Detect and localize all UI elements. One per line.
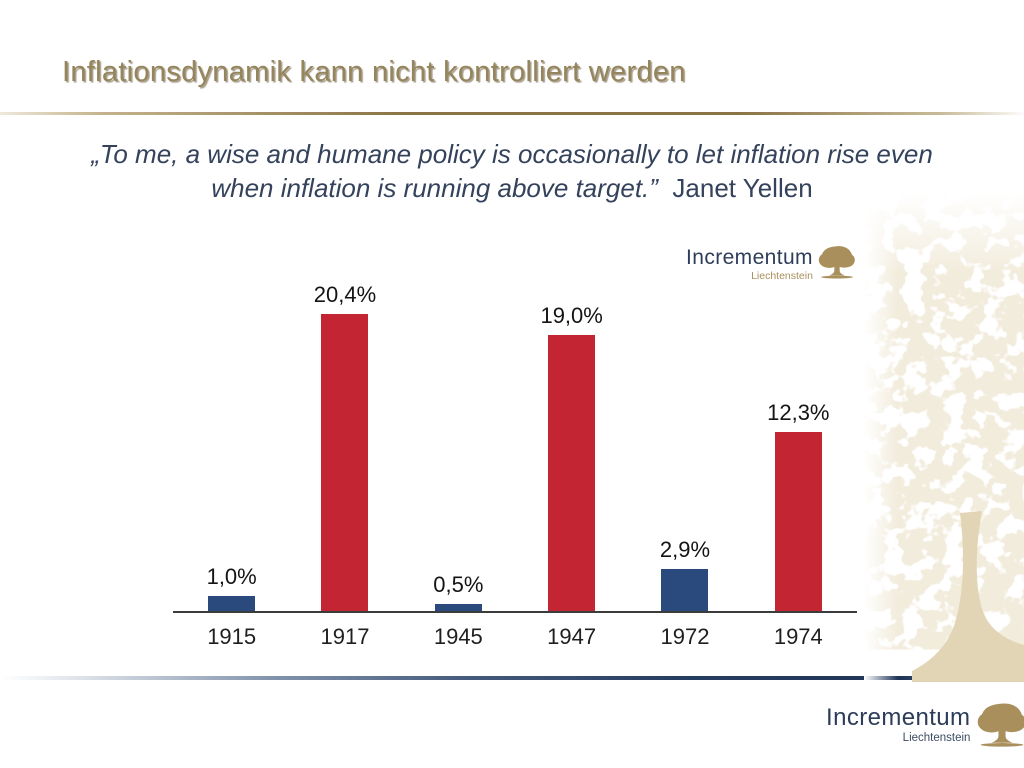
title-rule bbox=[0, 112, 1024, 115]
tree-icon bbox=[978, 703, 1024, 747]
quote-block: „To me, a wise and humane policy is occa… bbox=[30, 137, 994, 205]
bar bbox=[661, 569, 709, 611]
x-tick-label: 1945 bbox=[433, 624, 483, 649]
x-tick-label: 1915 bbox=[207, 624, 257, 649]
bar-plot: 1,0% 20,4% 0,5% 19,0% 2,9% 12,3% bbox=[175, 268, 855, 611]
x-tick-label: 1917 bbox=[320, 624, 370, 649]
bar-value-label: 19,0% bbox=[540, 303, 603, 328]
logo-top-name: Incrementum bbox=[686, 246, 813, 269]
x-tick-label: 1947 bbox=[547, 624, 597, 649]
bar-value-label: 12,3% bbox=[767, 400, 830, 425]
bar bbox=[548, 335, 596, 611]
bar bbox=[434, 604, 482, 611]
x-tick-label: 1974 bbox=[773, 624, 823, 649]
logo-bottom-name: Incrementum bbox=[826, 704, 971, 731]
x-axis-ticks: 1915 1917 1945 1947 1972 1974 bbox=[175, 624, 855, 650]
bar-value-label: 0,5% bbox=[433, 572, 484, 597]
page-title: Inflationsdynamik kann nicht kontrollier… bbox=[62, 56, 686, 88]
quote-line-2: when inflation is running above target.” bbox=[211, 173, 658, 203]
bar bbox=[774, 432, 822, 611]
bar bbox=[208, 596, 256, 611]
bar-slot: 2,9% bbox=[628, 537, 741, 611]
logo-top-location: Liechtenstein bbox=[751, 270, 813, 282]
bar-value-label: 1,0% bbox=[206, 564, 257, 589]
x-tick-label: 1972 bbox=[660, 624, 710, 649]
bar-slot: 0,5% bbox=[402, 572, 515, 611]
logo-top: Incrementum Liechtenstein bbox=[686, 246, 858, 283]
logo-bottom: Incrementum Liechtenstein bbox=[826, 703, 1024, 752]
tree-icon bbox=[818, 246, 855, 279]
bar-slot: 19,0% bbox=[515, 303, 628, 611]
bar-slot: 12,3% bbox=[742, 400, 855, 611]
quote-attribution-name: Janet Yellen bbox=[672, 173, 813, 203]
logo-bottom-location: Liechtenstein bbox=[902, 732, 971, 744]
footer-rule bbox=[0, 676, 1024, 680]
bar bbox=[321, 314, 369, 611]
bar-slot: 1,0% bbox=[175, 564, 288, 611]
bar-slot: 20,4% bbox=[288, 282, 401, 611]
bar-value-label: 20,4% bbox=[313, 282, 377, 307]
x-axis-line bbox=[173, 611, 857, 613]
bar-value-label: 2,9% bbox=[659, 537, 711, 562]
quote-line-1: „To me, a wise and humane policy is occa… bbox=[91, 139, 933, 169]
